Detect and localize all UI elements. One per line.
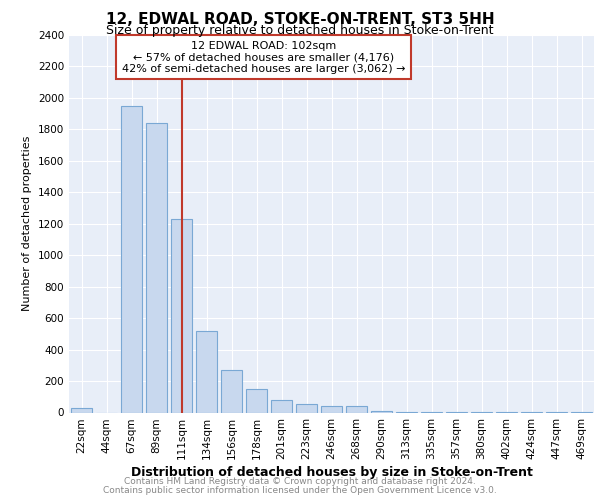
Bar — [321, 406, 342, 412]
Bar — [296, 404, 317, 412]
Bar — [246, 389, 267, 412]
Bar — [146, 123, 167, 412]
Text: 12 EDWAL ROAD: 102sqm
← 57% of detached houses are smaller (4,176)
42% of semi-d: 12 EDWAL ROAD: 102sqm ← 57% of detached … — [121, 40, 405, 74]
Bar — [346, 406, 367, 412]
Bar — [221, 370, 242, 412]
Text: Contains public sector information licensed under the Open Government Licence v3: Contains public sector information licen… — [103, 486, 497, 495]
X-axis label: Distribution of detached houses by size in Stoke-on-Trent: Distribution of detached houses by size … — [131, 466, 532, 479]
Bar — [271, 400, 292, 412]
Bar — [71, 408, 92, 412]
Text: Contains HM Land Registry data © Crown copyright and database right 2024.: Contains HM Land Registry data © Crown c… — [124, 477, 476, 486]
Bar — [171, 219, 192, 412]
Bar — [121, 106, 142, 412]
Y-axis label: Number of detached properties: Number of detached properties — [22, 136, 32, 312]
Text: Size of property relative to detached houses in Stoke-on-Trent: Size of property relative to detached ho… — [106, 24, 494, 37]
Bar — [196, 330, 217, 412]
Bar — [371, 411, 392, 412]
Text: 12, EDWAL ROAD, STOKE-ON-TRENT, ST3 5HH: 12, EDWAL ROAD, STOKE-ON-TRENT, ST3 5HH — [106, 12, 494, 28]
